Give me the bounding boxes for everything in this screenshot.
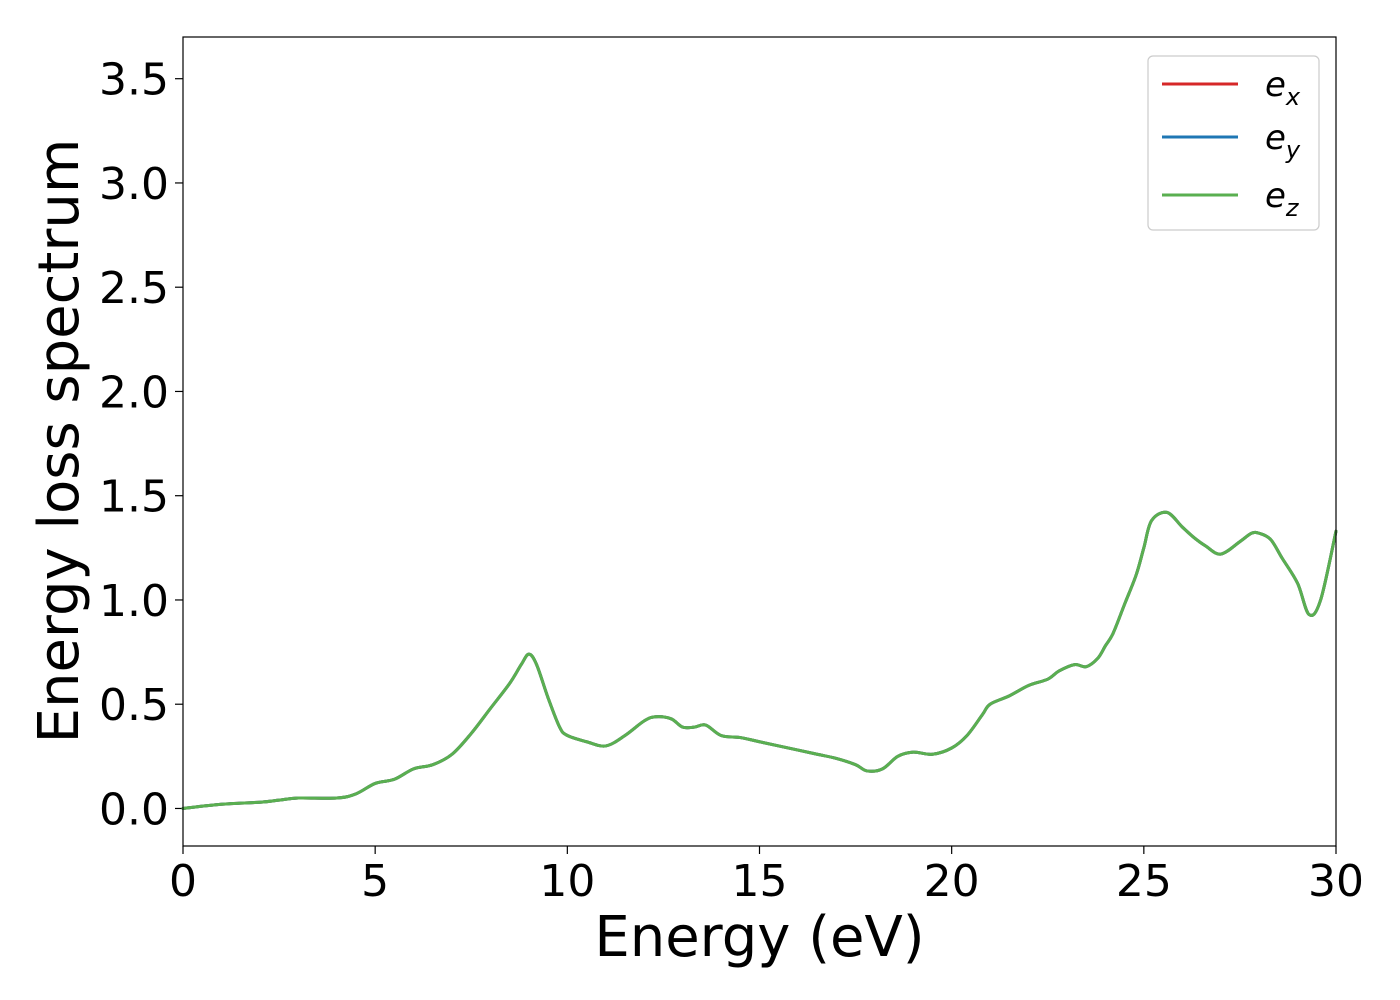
x-tick-label: 0 — [169, 856, 197, 907]
x-axis-title: Energy (eV) — [594, 905, 924, 970]
y-axis-title: Energy loss spectrum — [27, 139, 92, 744]
y-tick-label: 1.5 — [99, 472, 169, 523]
series-lines — [181, 510, 1338, 810]
y-tick-label: 2.5 — [99, 263, 169, 314]
legend-label-base: e — [1265, 118, 1286, 158]
y-tick-label: 3.5 — [99, 55, 169, 106]
y-axis-ticks: 0.0 0.5 1.0 1.5 2.0 2.5 3.0 3.5 — [99, 55, 183, 835]
legend-label-subscript: z — [1285, 194, 1300, 222]
x-axis-ticks: 0 5 10 15 20 25 30 — [169, 846, 1364, 907]
legend-label-subscript: x — [1285, 83, 1301, 111]
series-line-ez — [181, 510, 1338, 810]
y-tick-label: 0.5 — [99, 680, 169, 731]
legend-label-base: e — [1265, 176, 1286, 216]
y-tick-label: 2.0 — [99, 367, 169, 418]
x-tick-label: 15 — [732, 856, 788, 907]
x-tick-label: 30 — [1308, 856, 1364, 907]
legend-box — [1147, 55, 1320, 231]
legend-label-x: ex — [1265, 65, 1301, 111]
y-tick-label: 3.0 — [99, 159, 169, 210]
x-tick-label: 20 — [924, 856, 980, 907]
legend-label-y: ey — [1265, 118, 1301, 164]
y-tick-label: 1.0 — [99, 576, 169, 627]
y-tick-label: 0.0 — [99, 784, 169, 835]
x-tick-label: 10 — [539, 856, 595, 907]
x-tick-label: 25 — [1116, 856, 1172, 907]
x-tick-label: 5 — [361, 856, 389, 907]
legend-label-z: ez — [1265, 176, 1300, 222]
plot-area-frame — [182, 36, 1337, 847]
legend-label-subscript: y — [1285, 136, 1301, 164]
legend-label-base: e — [1265, 65, 1286, 105]
